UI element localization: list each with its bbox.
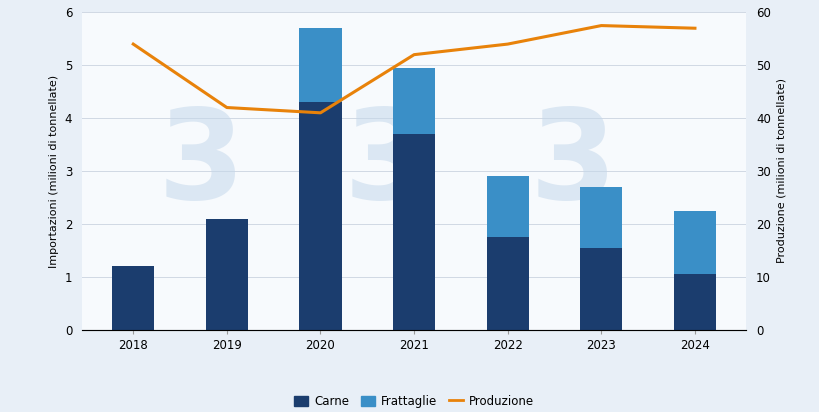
Bar: [673, 274, 715, 330]
Bar: [486, 237, 528, 330]
Bar: [299, 28, 342, 102]
Text: 3: 3: [529, 104, 616, 225]
Bar: [580, 248, 622, 330]
Bar: [392, 134, 435, 330]
Bar: [673, 211, 715, 274]
Text: 3: 3: [158, 104, 245, 225]
Bar: [580, 187, 622, 248]
Legend: Carne, Frattaglie, Produzione: Carne, Frattaglie, Produzione: [289, 390, 538, 412]
Text: 3: 3: [344, 104, 431, 225]
Bar: [392, 68, 435, 134]
Bar: [112, 266, 154, 330]
Y-axis label: Produzione (milioni di tonnellate): Produzione (milioni di tonnellate): [776, 78, 785, 264]
Bar: [299, 102, 342, 330]
Bar: [486, 176, 528, 237]
Bar: [206, 219, 247, 330]
Y-axis label: Importazioni (milioni di tonnellate): Importazioni (milioni di tonnellate): [49, 75, 59, 267]
